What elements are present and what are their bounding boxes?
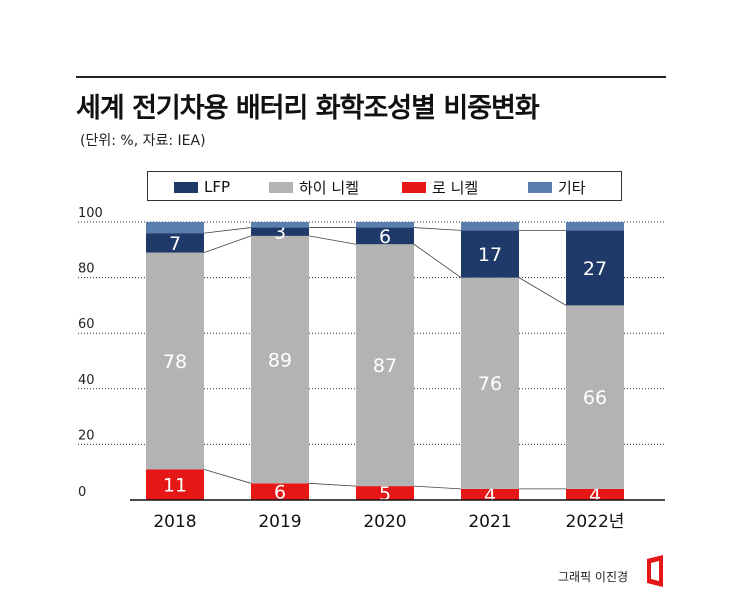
- legend-label-high-nickel: 하이 니켈: [299, 178, 359, 197]
- bar-segment-3-2: [356, 222, 414, 228]
- chart-title: 세계 전기차용 배터리 화학조성별 비중변화: [76, 93, 540, 124]
- connector-line-1-1: [308, 235, 357, 245]
- data-label-1-2: 87: [373, 355, 397, 377]
- legend-item-other: 기타: [528, 177, 586, 197]
- publisher-logo-icon: [647, 555, 663, 587]
- bar-segment-3-1: [251, 222, 309, 228]
- x-tick-label-4: 2022년: [566, 512, 625, 532]
- data-label-1-3: 76: [478, 373, 502, 395]
- data-label-1-0: 78: [163, 351, 187, 373]
- graphic-credit: 그래픽 이진경: [558, 570, 629, 584]
- data-label-2-4: 27: [583, 258, 607, 280]
- y-tick-label-40: 40: [78, 373, 95, 388]
- legend-item-lfp: LFP: [174, 177, 230, 197]
- connector-line-1-0: [203, 235, 252, 253]
- y-tick-label-20: 20: [78, 428, 95, 443]
- legend-swatch-high-nickel: [269, 181, 293, 193]
- connector-line-0-2: [413, 485, 462, 490]
- data-label-1-4: 66: [583, 387, 607, 409]
- y-tick-label-60: 60: [78, 317, 95, 332]
- legend-item-low-nickel: 로 니켈: [402, 177, 478, 197]
- data-label-0-4: 4: [589, 484, 601, 506]
- data-label-0-2: 5: [379, 483, 391, 505]
- bar-segment-3-3: [461, 222, 519, 231]
- connector-line-2-0: [203, 227, 252, 234]
- bar-segment-2-2: [356, 227, 414, 245]
- data-label-2-3: 17: [478, 244, 502, 266]
- top-rule: [76, 76, 666, 78]
- legend-label-low-nickel: 로 니켈: [432, 178, 479, 197]
- bar-segment-1-1: [251, 235, 309, 484]
- bar-segment-0-1: [251, 483, 309, 500]
- x-tick-label-0: 2018: [153, 512, 196, 532]
- connector-line-1-3: [518, 277, 567, 306]
- y-tick-label-80: 80: [78, 262, 95, 277]
- bar-segment-1-3: [461, 277, 519, 489]
- bar-segment-0-0: [146, 469, 204, 500]
- data-label-2-2: 6: [379, 226, 391, 248]
- bar-segment-1-2: [356, 244, 414, 487]
- connector-line-0-0: [203, 469, 252, 484]
- legend-item-high-nickel: 하이 니켈: [269, 177, 359, 197]
- data-label-1-1: 89: [268, 350, 292, 372]
- y-tick-label-0: 0: [78, 485, 86, 500]
- y-tick-label-100: 100: [78, 206, 103, 221]
- connector-line-2-2: [413, 227, 462, 231]
- connector-line-0-1: [308, 482, 357, 487]
- connector-line-1-2: [413, 243, 462, 278]
- bar-segment-0-4: [566, 488, 624, 500]
- data-label-0-0: 11: [163, 475, 187, 497]
- legend-swatch-lfp: [174, 181, 198, 193]
- data-label-0-1: 6: [274, 482, 286, 504]
- bar-segment-2-4: [566, 230, 624, 306]
- bar-segment-2-3: [461, 230, 519, 278]
- bar-segment-3-0: [146, 222, 204, 234]
- x-tick-label-3: 2021: [468, 512, 511, 532]
- bar-segment-2-0: [146, 233, 204, 253]
- x-tick-label-1: 2019: [258, 512, 301, 532]
- bar-segment-1-4: [566, 305, 624, 489]
- data-label-2-0: 7: [169, 233, 181, 255]
- bar-segment-0-2: [356, 486, 414, 500]
- bar-segment-0-3: [461, 488, 519, 500]
- legend-swatch-other: [528, 181, 552, 193]
- legend-label-lfp: LFP: [204, 178, 231, 196]
- x-tick-label-2: 2020: [363, 512, 406, 532]
- bar-segment-2-1: [251, 227, 309, 236]
- legend-label-other: 기타: [558, 178, 586, 197]
- bar-segment-3-4: [566, 222, 624, 231]
- bar-segment-1-0: [146, 252, 204, 470]
- data-label-0-3: 4: [484, 484, 496, 506]
- legend-swatch-low-nickel: [402, 181, 426, 193]
- legend: LFP 하이 니켈 로 니켈 기타: [147, 171, 622, 201]
- chart-subtitle: (단위: %, 자료: IEA): [80, 133, 206, 149]
